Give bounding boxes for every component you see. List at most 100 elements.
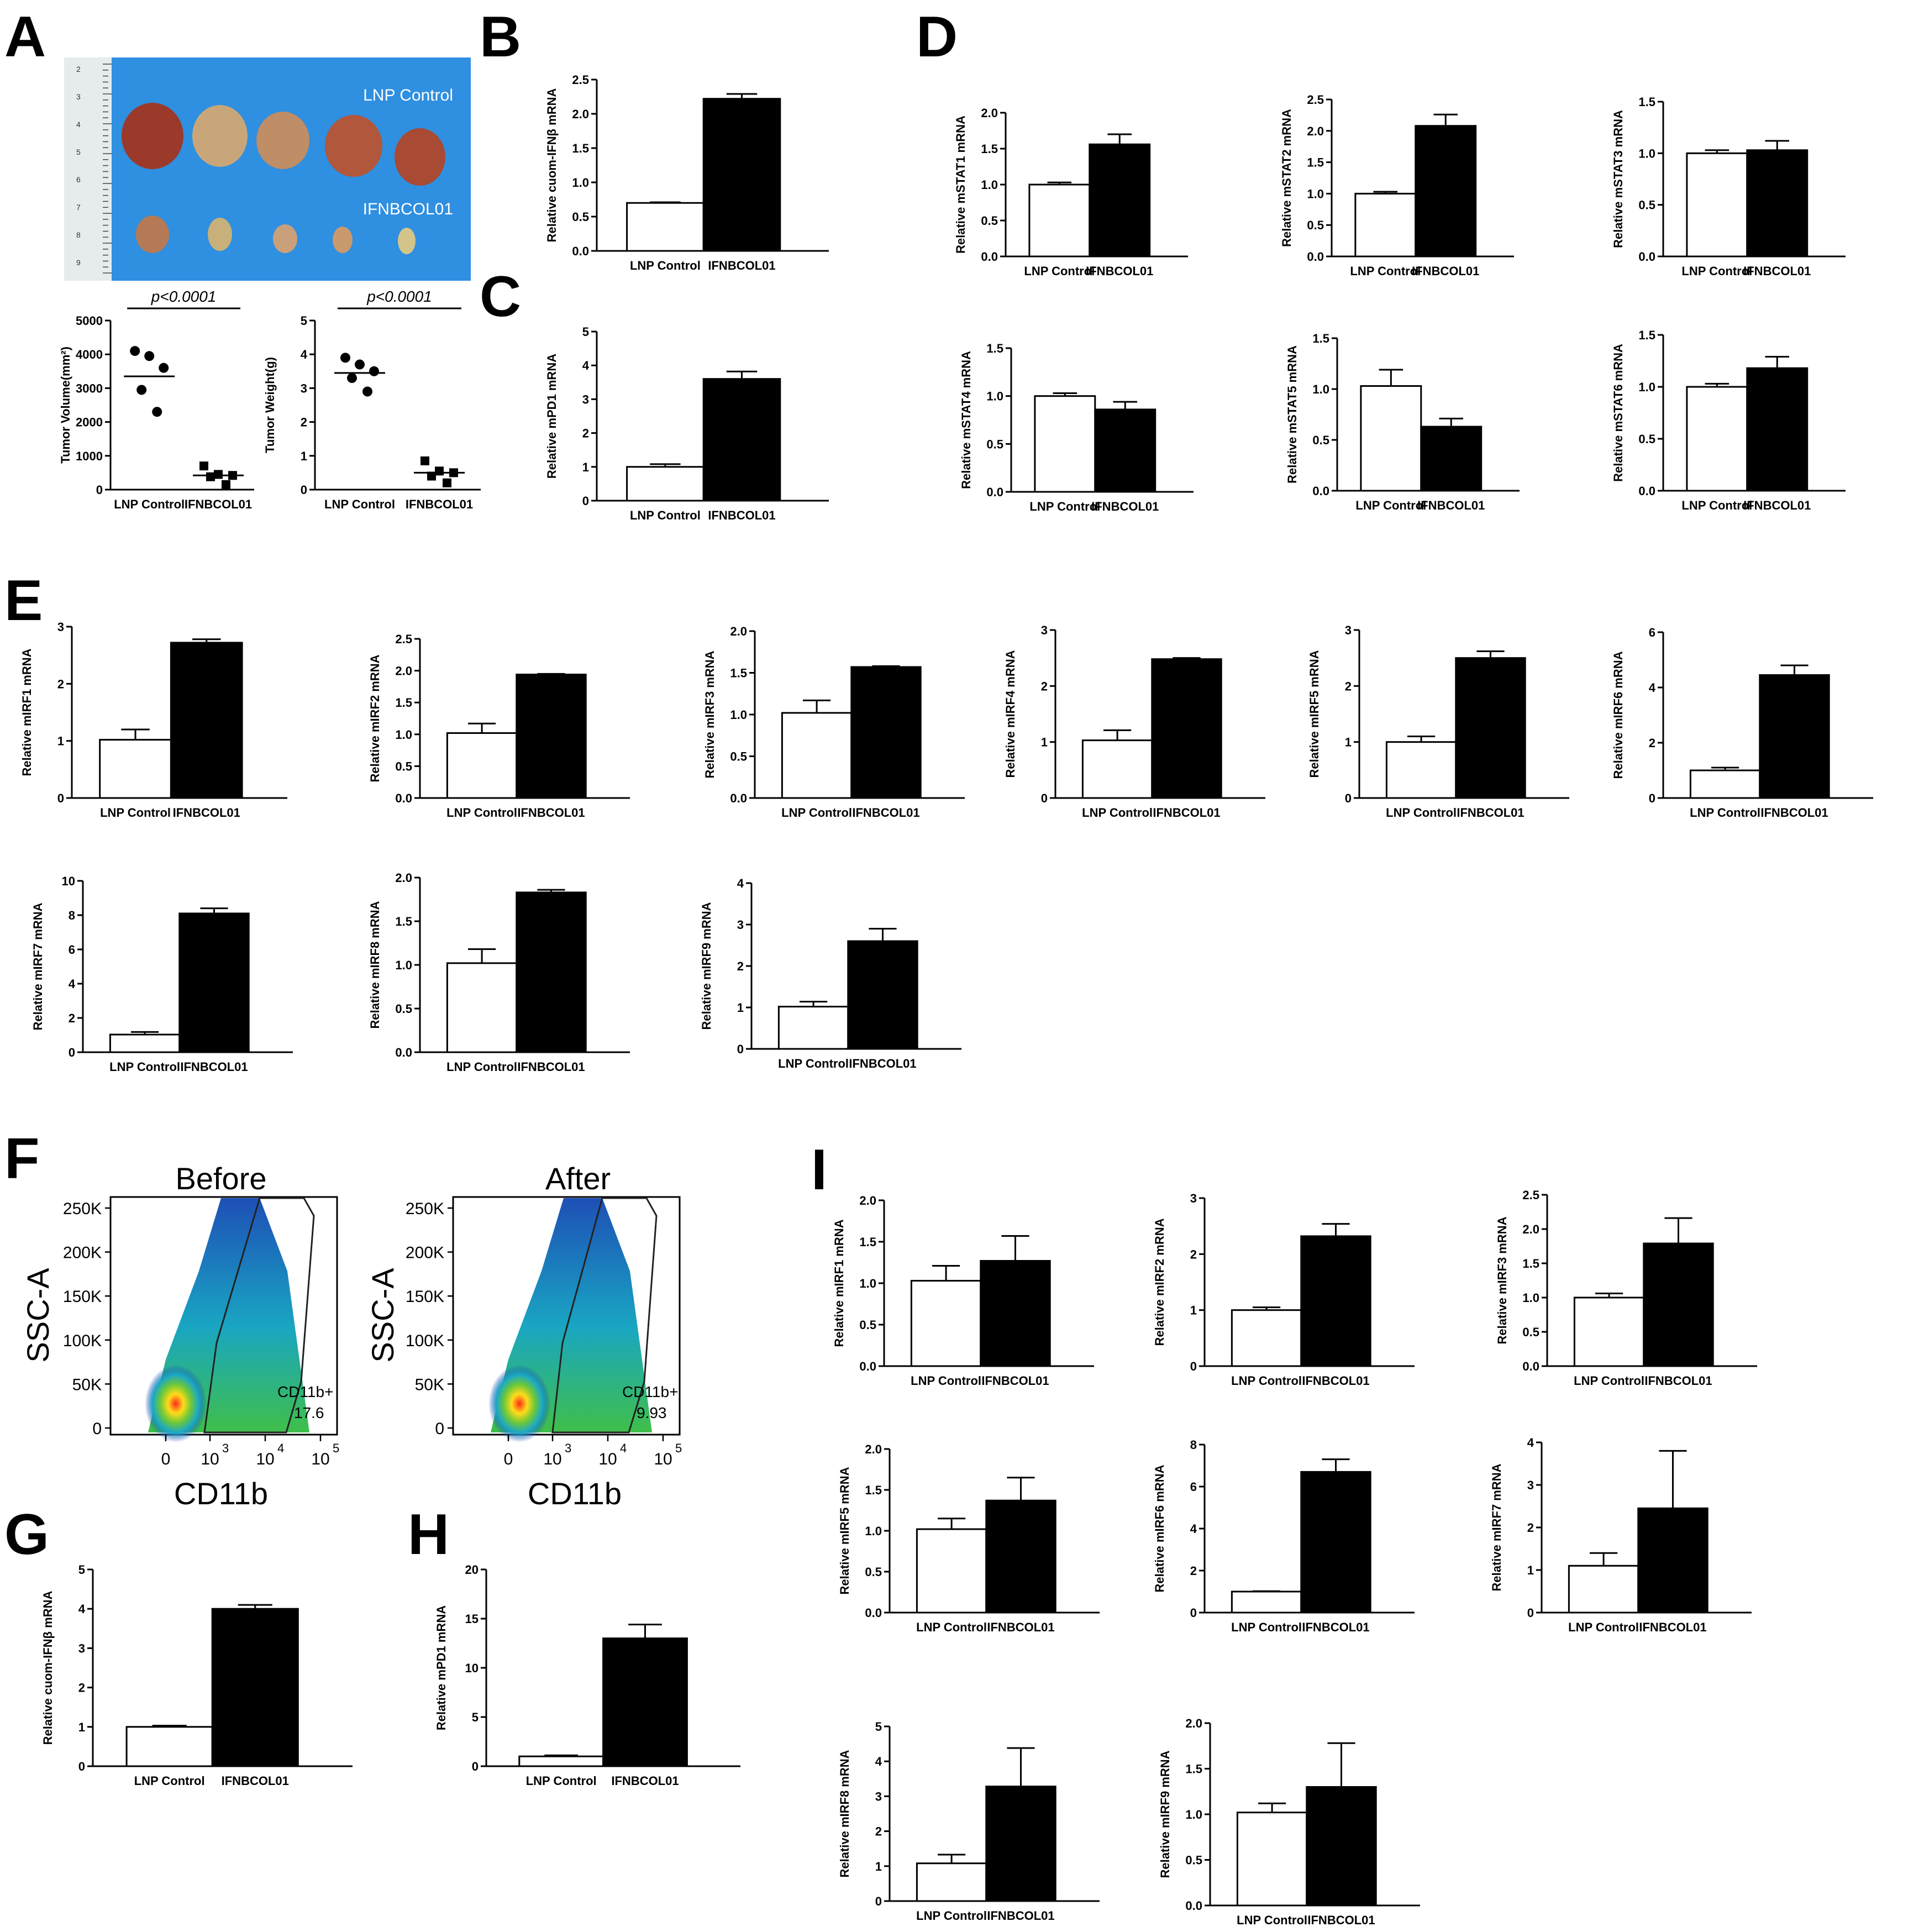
y-tick-label: 3 bbox=[1041, 623, 1048, 637]
ruler-number: 2 bbox=[76, 65, 81, 74]
bar-control bbox=[1573, 1296, 1645, 1367]
bar-control bbox=[518, 1755, 604, 1767]
chart-h: 0 5 10 15 20 Relative mPD1 mRNA LNP Control IFN… bbox=[434, 1563, 740, 1788]
y-axis-label: Relative mIRF5 mRNA bbox=[838, 1467, 851, 1594]
tumor bbox=[208, 218, 232, 251]
y-axis-label: Relative mIRF6 mRNA bbox=[1153, 1464, 1166, 1592]
bar-treated bbox=[1300, 1235, 1371, 1367]
y-tick-label: 0.5 bbox=[1185, 1854, 1202, 1867]
category-label: LNP Control bbox=[1231, 1374, 1302, 1388]
chart-d4: 0.0 0.5 1.0 1.5 Relative mSTAT4 mRNA LNP Cont… bbox=[959, 342, 1194, 513]
y-tick-label: 2.0 bbox=[865, 1442, 882, 1456]
tumor bbox=[136, 216, 169, 253]
category-label: LNP Control bbox=[1574, 1374, 1644, 1388]
y-tick-label: 0.5 bbox=[981, 214, 998, 228]
y-tick-label: 1.5 bbox=[1307, 156, 1324, 170]
bar-treated bbox=[1759, 674, 1830, 799]
bar-treated bbox=[602, 1637, 688, 1767]
flow-title: Before bbox=[176, 1161, 267, 1196]
data-point bbox=[199, 461, 208, 471]
category-label: IFNBCOL01 bbox=[173, 806, 240, 820]
y-tick-label: 1.5 bbox=[572, 141, 589, 155]
bar-control bbox=[1385, 741, 1457, 799]
data-point bbox=[222, 480, 230, 489]
y-axis-label: Relative mPD1 mRNA bbox=[434, 1605, 448, 1730]
y-tick-label: 150K bbox=[63, 1288, 102, 1306]
y-tick-label: 0.5 bbox=[865, 1565, 882, 1579]
y-axis-label: Tumor Volume(mm²) bbox=[59, 347, 72, 464]
x-tick-label: 10 bbox=[543, 1450, 561, 1468]
y-tick-label: 50K bbox=[72, 1376, 102, 1394]
y-tick-label: 50K bbox=[415, 1376, 444, 1394]
data-point bbox=[347, 373, 357, 384]
y-tick-label: 0 bbox=[875, 1894, 882, 1908]
y-tick-label: 0.5 bbox=[572, 210, 589, 224]
category-label: LNP Control bbox=[526, 1774, 597, 1788]
p-value: p<0.0001 bbox=[151, 288, 217, 305]
category-label: LNP Control bbox=[446, 806, 517, 820]
category-label: LNP Control bbox=[1029, 500, 1100, 513]
category-label: IFNBCOL01 bbox=[1417, 498, 1485, 512]
y-tick-label: 5 bbox=[78, 1563, 85, 1577]
y-tick-label: 0.0 bbox=[1638, 484, 1655, 498]
flow-panel-after: After CD11b+ 9.93 SSC-A CD11b 250K 200K 15… bbox=[365, 1161, 682, 1511]
y-tick-label: 6 bbox=[1649, 626, 1655, 639]
panel-label-d: D bbox=[916, 5, 958, 69]
y-tick-label: 2 bbox=[1527, 1521, 1534, 1535]
tumor bbox=[333, 227, 353, 253]
y-tick-label: 2.0 bbox=[859, 1194, 876, 1208]
data-point bbox=[362, 386, 372, 397]
x-tick-label: 10 bbox=[598, 1450, 617, 1468]
y-tick-label: 1.5 bbox=[730, 666, 747, 680]
y-axis-label: Relative mSTAT3 mRNA bbox=[1611, 110, 1625, 248]
y-tick-label: 0.5 bbox=[395, 759, 412, 773]
bar-treated bbox=[702, 378, 781, 502]
y-tick-label: 2 bbox=[1041, 679, 1048, 693]
y-tick-label: 1 bbox=[737, 1001, 744, 1015]
y-tick-label: 1.5 bbox=[1522, 1257, 1539, 1271]
bar-control bbox=[1686, 386, 1748, 492]
chart-i5: 0.0 0.5 1.0 1.5 2.0 Relative mIRF5 mRNA LNP Co… bbox=[838, 1442, 1100, 1634]
y-tick-label: 2 bbox=[1190, 1247, 1197, 1261]
y-tick-label: 0.0 bbox=[981, 250, 998, 264]
ruler-number: 6 bbox=[76, 175, 81, 184]
y-tick-label: 1.0 bbox=[572, 176, 589, 190]
bar-control bbox=[916, 1528, 987, 1614]
bar-control bbox=[910, 1280, 982, 1367]
chart-d2: 0.0 0.5 1.0 1.5 2.0 2.5 Relative mSTAT2 mRNA LN… bbox=[1280, 93, 1514, 278]
data-point bbox=[206, 472, 215, 481]
category-label: LNP Control bbox=[114, 497, 185, 511]
category-label: IFNBCOL01 bbox=[1639, 1620, 1706, 1634]
y-tick-label: 250K bbox=[406, 1200, 444, 1218]
bar-control bbox=[1231, 1309, 1302, 1367]
category-label: LNP Control bbox=[134, 1774, 205, 1788]
chart-b: 0.0 0.5 1.0 1.5 2.0 2.5 Relative cuom-IFNβ mRN… bbox=[545, 73, 829, 272]
bar-control bbox=[446, 732, 518, 799]
category-label: IFNBCOL01 bbox=[987, 1909, 1054, 1923]
y-tick-label: 0 bbox=[1527, 1606, 1534, 1620]
y-tick-label: 0.5 bbox=[1307, 218, 1324, 232]
y-tick-label: 0 bbox=[472, 1760, 479, 1773]
y-tick-label: 2 bbox=[1190, 1564, 1197, 1578]
y-tick-label: 3 bbox=[875, 1789, 882, 1803]
data-point bbox=[355, 359, 365, 370]
bar-control bbox=[99, 739, 172, 799]
y-tick-label: 4 bbox=[1527, 1436, 1534, 1450]
y-tick-label: 1.5 bbox=[981, 142, 998, 156]
y-tick-label: 5 bbox=[582, 325, 589, 339]
data-point bbox=[144, 351, 155, 361]
y-tick-label: 2.0 bbox=[1307, 124, 1324, 138]
category-label: LNP Control bbox=[446, 1060, 517, 1074]
y-tick-label: 0 bbox=[57, 791, 64, 805]
chart-i8: 0 1 2 3 4 5 Relative mIRF8 mRNA LNP Control IFNB… bbox=[838, 1720, 1100, 1923]
category-label: LNP Control bbox=[911, 1374, 981, 1388]
y-tick-label: 2.0 bbox=[1185, 1716, 1202, 1730]
y-tick-label: 4 bbox=[78, 1602, 86, 1616]
x-tick-exponent: 5 bbox=[333, 1441, 339, 1455]
bar-treated bbox=[170, 642, 243, 799]
bar-treated bbox=[1151, 658, 1222, 799]
category-label: LNP Control bbox=[1024, 264, 1095, 278]
panel-label-e: E bbox=[4, 569, 43, 633]
bar-treated bbox=[985, 1499, 1056, 1614]
